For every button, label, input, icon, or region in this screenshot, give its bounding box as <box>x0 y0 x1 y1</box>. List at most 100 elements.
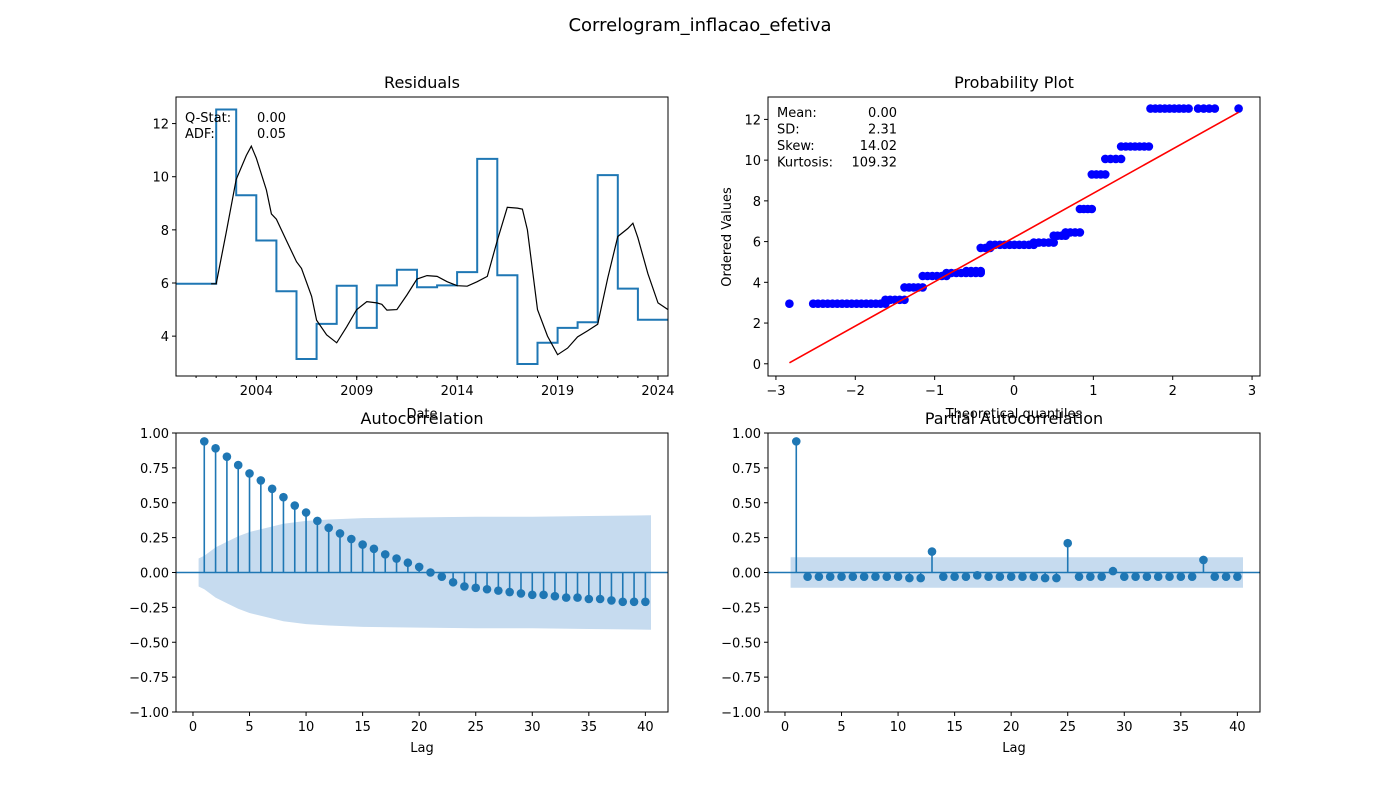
pacf-marker <box>1040 573 1050 583</box>
residuals-panel: Residuals Date 2004 2009 2014 2019 2024 4 6 8 10… <box>152 73 674 422</box>
probability-plot-x-tick-label: 1 <box>1089 384 1097 399</box>
pacf-x-tick-label: 40 <box>1229 720 1246 735</box>
pacf-x-tick-label: 35 <box>1173 720 1190 735</box>
acf-x-tick-label: 5 <box>245 720 253 735</box>
pacf-y-tick-label: 0.50 <box>732 497 761 512</box>
probability-plot-y-tick-label: 8 <box>753 195 761 210</box>
residuals-x-tick-label: 2024 <box>641 384 674 399</box>
pacf-marker <box>972 570 982 580</box>
residuals-y-tick-label: 8 <box>161 224 169 239</box>
acf-y-tick-label: 0.75 <box>140 462 169 477</box>
acf-marker <box>629 597 639 607</box>
pacf-marker <box>1029 572 1039 581</box>
pacf-y-tick-label: −0.50 <box>721 636 761 651</box>
probability-plot-point <box>785 299 794 309</box>
acf-marker <box>482 584 492 594</box>
acf-marker <box>414 562 424 572</box>
acf-y-tick-label: 1.00 <box>140 427 169 442</box>
residuals-stat-label: Q-Stat: <box>185 111 231 126</box>
acf-marker <box>494 586 503 595</box>
acf-marker <box>426 568 435 577</box>
pacf-x-tick-label: 15 <box>946 720 963 735</box>
pacf-marker <box>893 572 903 581</box>
acf-x-tick-label: 30 <box>524 720 541 735</box>
acf-y-tick-label: −0.75 <box>129 671 169 686</box>
residuals-y-tick-label: 12 <box>152 118 169 133</box>
pacf-marker <box>961 572 971 581</box>
acf-marker <box>573 593 582 602</box>
pacf-marker <box>984 572 993 581</box>
pacf-panel: Partial Autocorrelation Lag 0 5 10 15 20 25 30… <box>721 409 1261 756</box>
probability-plot-point <box>976 266 985 276</box>
pacf-marker <box>859 572 869 581</box>
pacf-marker <box>803 572 812 581</box>
pacf-marker <box>882 572 892 581</box>
pacf-marker <box>837 572 846 581</box>
acf-marker <box>618 597 628 607</box>
pacf-marker <box>927 547 937 556</box>
acf-marker <box>437 572 447 581</box>
probability-plot-point <box>1075 228 1085 237</box>
pacf-marker <box>1233 572 1242 581</box>
acf-marker <box>527 590 537 600</box>
pacf-marker <box>791 437 801 446</box>
pacf-y-tick-label: −0.25 <box>721 601 761 616</box>
acf-x-tick-label: 20 <box>411 720 428 735</box>
probability-plot-fit-line <box>789 111 1239 364</box>
pacf-y-tick-label: 0.25 <box>732 532 761 547</box>
probability-plot-point <box>1049 238 1058 247</box>
acf-y-tick-label: −0.25 <box>129 601 169 616</box>
probability-plot-panel: Probability Plot Theoretical quantiles O… <box>720 73 1261 422</box>
acf-marker <box>335 529 345 538</box>
acf-marker <box>641 597 650 607</box>
acf-marker <box>550 591 560 601</box>
acf-marker <box>380 550 390 559</box>
acf-marker <box>505 587 514 597</box>
pacf-x-tick-label: 10 <box>890 720 907 735</box>
probability-plot-point <box>1234 104 1243 113</box>
acf-marker <box>584 594 594 604</box>
probability-plot-stat-label: SD: <box>777 123 800 138</box>
probability-plot-x-tick-label: −3 <box>766 384 785 399</box>
acf-panel: Autocorrelation Lag 0 5 10 15 20 25 30 35 40 1.00… <box>129 409 669 756</box>
probability-plot-stat-label: Mean: <box>777 106 817 121</box>
probability-plot-xlabel: Theoretical quantiles <box>945 407 1083 422</box>
acf-x-tick-label: 35 <box>581 720 598 735</box>
pacf-marker <box>871 572 880 581</box>
residuals-y-tick-label: 10 <box>152 171 169 186</box>
figure-title: Correlogram_inflacao_efetiva <box>568 15 831 36</box>
acf-marker <box>561 593 571 602</box>
pacf-marker <box>1108 566 1118 576</box>
acf-marker <box>279 492 288 502</box>
acf-marker <box>392 554 401 563</box>
probability-plot-stat-value: 109.32 <box>852 156 898 171</box>
probability-plot-y-tick-label: 10 <box>744 154 761 169</box>
acf-marker <box>595 594 605 604</box>
residuals-x-tick-label: 2004 <box>240 384 273 399</box>
pacf-marker <box>950 572 959 581</box>
pacf-marker <box>1097 572 1106 581</box>
probability-plot-point <box>1101 170 1110 179</box>
acf-marker <box>199 437 209 446</box>
pacf-marker <box>916 573 925 583</box>
acf-xlabel: Lag <box>410 741 433 756</box>
probability-plot-stat-value: 0.00 <box>868 106 897 121</box>
pacf-y-tick-label: 0.75 <box>732 462 761 477</box>
probability-plot-point <box>1144 142 1154 151</box>
residuals-rolling-line <box>211 144 668 356</box>
pacf-marker <box>1074 572 1084 581</box>
pacf-marker <box>1187 572 1197 581</box>
acf-marker <box>358 540 367 549</box>
probability-plot-y-tick-label: 12 <box>744 113 761 128</box>
acf-y-tick-label: 0.50 <box>140 497 169 512</box>
pacf-marker <box>848 572 858 581</box>
residuals-x-tick-label: 2014 <box>441 384 474 399</box>
probability-plot-stat-value: 2.31 <box>868 123 897 138</box>
pacf-marker <box>1165 572 1174 581</box>
acf-x-tick-label: 0 <box>189 720 197 735</box>
acf-marker <box>471 583 481 593</box>
pacf-x-tick-label: 5 <box>837 720 845 735</box>
pacf-x-tick-label: 20 <box>1003 720 1020 735</box>
pacf-marker <box>1199 555 1208 565</box>
